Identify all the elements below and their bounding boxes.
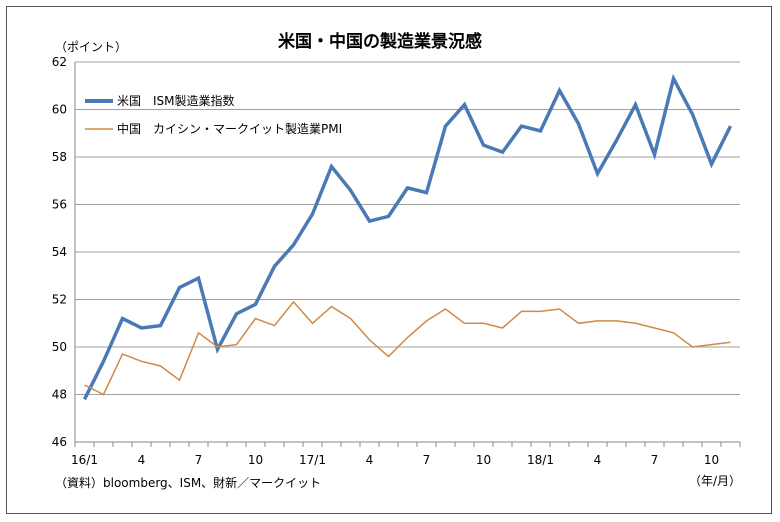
y-tick-label-56: 56 <box>52 198 67 212</box>
x-tick-label: 17/1 <box>299 453 326 467</box>
x-axis-unit-label: （年/月） <box>689 474 741 488</box>
x-tick-label: 7 <box>651 453 659 467</box>
x-tick-label: 10 <box>476 453 491 467</box>
legend: 米国 ISM製造業指数 中国 カイシン・マークイット製造業PMI <box>85 93 342 136</box>
y-tick-labels: 46 48 50 52 54 56 58 60 62 <box>52 55 67 449</box>
x-tick-label: 7 <box>423 453 431 467</box>
series-line-china-caixin-pmi <box>84 300 731 396</box>
x-tick-label: 16/1 <box>71 453 98 467</box>
x-tick-label: 4 <box>594 453 602 467</box>
x-tick-label: 10 <box>248 453 263 467</box>
gridlines <box>74 61 741 447</box>
y-axis-unit-label: （ポイント） <box>55 40 127 54</box>
y-tick-label-52: 52 <box>52 293 67 307</box>
legend-label-china: 中国 カイシン・マークイット製造業PMI <box>117 121 342 136</box>
series-lines <box>82 73 733 401</box>
y-tick-label-46: 46 <box>52 435 67 449</box>
chart-frame <box>6 6 772 514</box>
x-tick-label: 4 <box>138 453 146 467</box>
y-tick-label-48: 48 <box>52 388 67 402</box>
y-tick-label-50: 50 <box>52 340 67 354</box>
x-tick-label: 18/1 <box>527 453 554 467</box>
legend-label-us: 米国 ISM製造業指数 <box>117 93 235 108</box>
source-note: （資料）bloomberg、ISM、財新／マークイット <box>55 475 321 490</box>
y-tick-label-54: 54 <box>52 245 67 259</box>
chart-title: 米国・中国の製造業景況感 <box>278 31 482 52</box>
x-tick-label: 4 <box>366 453 374 467</box>
y-tick-label-58: 58 <box>52 150 67 164</box>
y-tick-label-60: 60 <box>52 103 67 117</box>
x-tick-label: 10 <box>704 453 719 467</box>
x-tick-labels: 16/1 4 7 10 17/1 4 7 10 18/1 4 7 10 <box>71 453 719 467</box>
x-tick-label: 7 <box>195 453 203 467</box>
y-tick-label-62: 62 <box>52 55 67 69</box>
series-line-us-ism <box>82 73 733 401</box>
